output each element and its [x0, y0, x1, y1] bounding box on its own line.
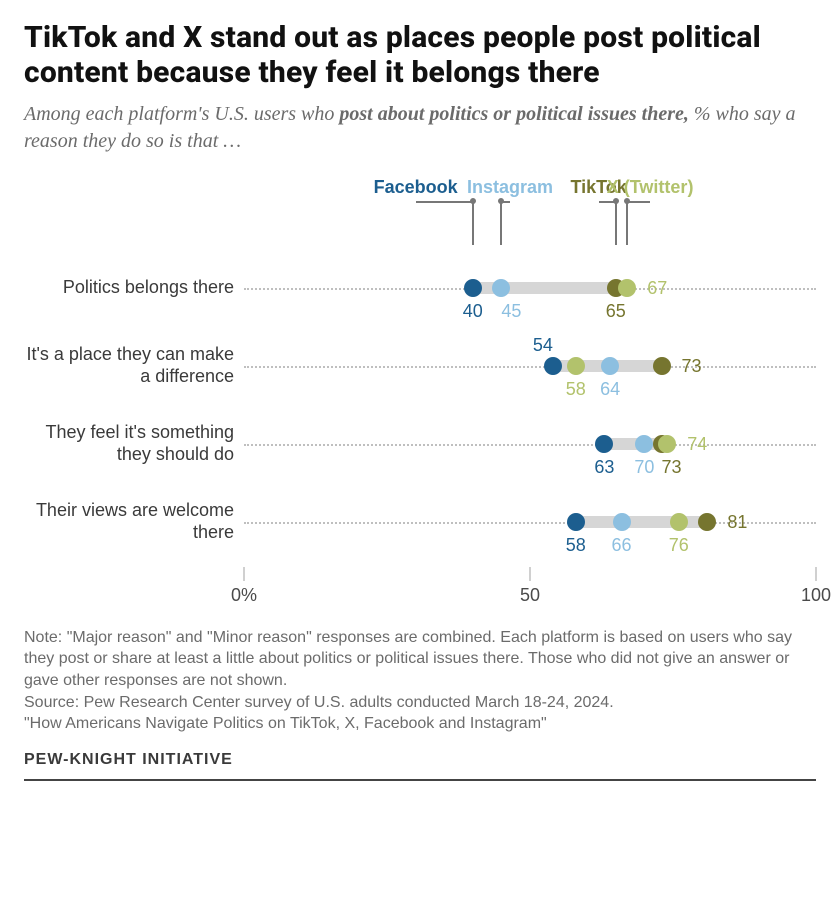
dot-facebook	[595, 435, 613, 453]
axis-tick-label: 50	[520, 585, 540, 606]
value-label-tiktok: 73	[682, 357, 702, 375]
subhead-bold: post about politics or political issues …	[339, 103, 688, 125]
leader-facebook	[472, 201, 474, 245]
note-line-1: Note: "Major reason" and "Minor reason" …	[24, 629, 792, 689]
dot-tiktok	[653, 357, 671, 375]
dot-instagram	[601, 357, 619, 375]
leader-h-facebook	[416, 201, 473, 203]
row-plot: 63 70 73 74	[244, 405, 816, 483]
leader-h-tiktok	[599, 201, 616, 203]
value-label-x: 58	[566, 380, 586, 398]
dot-facebook	[464, 279, 482, 297]
dot-strip-chart: FacebookInstagramTikTokX (Twitter) Polit…	[24, 177, 816, 613]
leader-instagram	[500, 201, 502, 245]
brand-label: PEW-KNIGHT INITIATIVE	[24, 751, 816, 769]
axis-tick	[815, 567, 817, 581]
dot-facebook	[544, 357, 562, 375]
row-label: It's a place they can make a difference	[24, 344, 244, 387]
value-label-instagram: 64	[600, 380, 620, 398]
dot-instagram	[492, 279, 510, 297]
dot-x	[658, 435, 676, 453]
value-label-facebook: 58	[566, 536, 586, 554]
subhead: Among each platform's U.S. users who pos…	[24, 101, 816, 155]
value-label-x: 76	[669, 536, 689, 554]
axis-tick-label: 0%	[231, 585, 257, 606]
subhead-plain: Among each platform's U.S. users who	[24, 103, 339, 125]
dot-instagram	[635, 435, 653, 453]
value-label-instagram: 45	[501, 302, 521, 320]
value-label-x: 74	[687, 435, 707, 453]
row-label: They feel it's something they should do	[24, 422, 244, 465]
dot-x	[670, 513, 688, 531]
value-label-instagram: 70	[634, 458, 654, 476]
footnote: Note: "Major reason" and "Minor reason" …	[24, 627, 816, 735]
leader-h-instagram	[501, 201, 510, 203]
row-plot: 40 45 65 67	[244, 249, 816, 327]
value-label-facebook: 54	[533, 336, 553, 354]
headline: TikTok and X stand out as places people …	[24, 20, 816, 91]
row-label: Politics belongs there	[24, 277, 244, 299]
legend-facebook: Facebook	[374, 177, 458, 198]
value-label-tiktok: 73	[662, 458, 682, 476]
value-label-instagram: 66	[612, 536, 632, 554]
leader-tiktok	[615, 201, 617, 245]
row-plot: 58 66 76 81	[244, 483, 816, 561]
axis-tick-label: 100	[801, 585, 831, 606]
value-label-tiktok: 81	[727, 513, 747, 531]
leader-x	[626, 201, 628, 245]
x-axis: 0%50100	[244, 567, 816, 613]
legend: FacebookInstagramTikTokX (Twitter)	[244, 177, 816, 249]
bottom-rule	[24, 779, 816, 781]
note-line-2: Source: Pew Research Center survey of U.…	[24, 694, 614, 711]
dot-tiktok	[698, 513, 716, 531]
dot-x	[618, 279, 636, 297]
dot-instagram	[613, 513, 631, 531]
dot-facebook	[567, 513, 585, 531]
row-label: Their views are welcome there	[24, 500, 244, 543]
axis-tick	[243, 567, 245, 581]
axis-tick	[529, 567, 531, 581]
legend-instagram: Instagram	[467, 177, 553, 198]
value-label-facebook: 40	[463, 302, 483, 320]
row-dotted-line	[244, 366, 816, 368]
legend-x: X (Twitter)	[607, 177, 694, 198]
leader-h-x	[627, 201, 650, 203]
value-label-tiktok: 65	[606, 302, 626, 320]
row-plot: 54 58 64 73	[244, 327, 816, 405]
chart-card: TikTok and X stand out as places people …	[0, 0, 840, 797]
row-dotted-line	[244, 444, 816, 446]
note-line-3: "How Americans Navigate Politics on TikT…	[24, 715, 547, 732]
dot-x	[567, 357, 585, 375]
value-label-x: 67	[647, 279, 667, 297]
value-label-facebook: 63	[594, 458, 614, 476]
